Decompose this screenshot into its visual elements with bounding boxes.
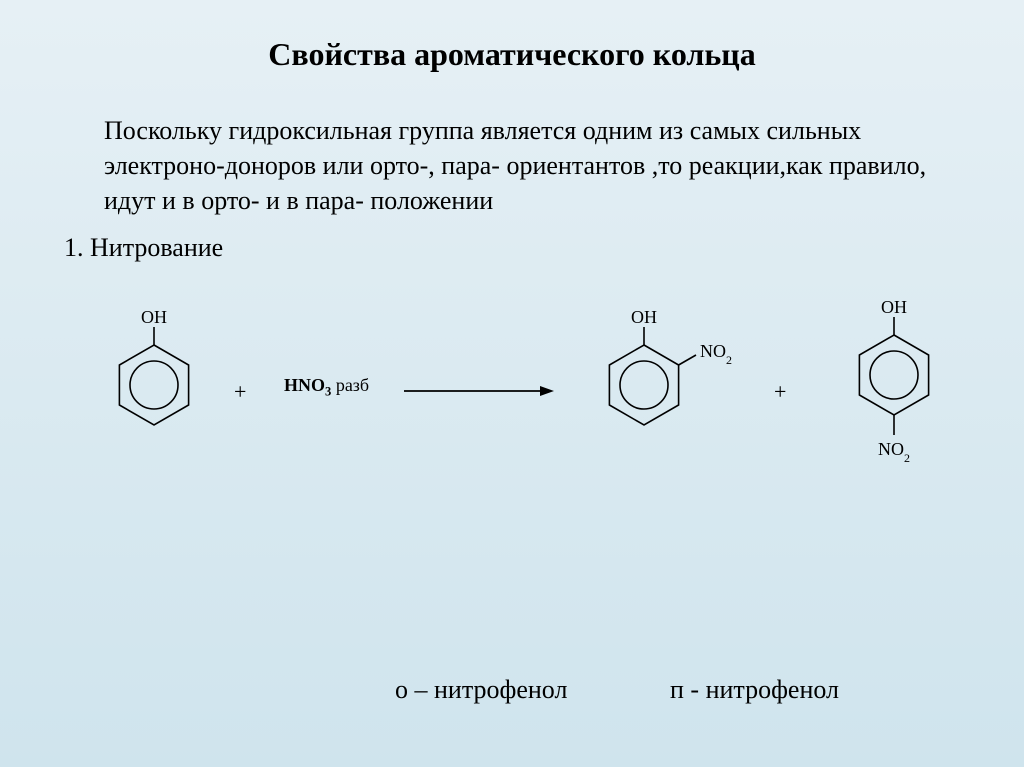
plus-sign-products: + (774, 377, 786, 407)
reaction-arrow (404, 381, 554, 401)
svg-text:OH: OH (881, 297, 907, 317)
slide-title: Свойства ароматического кольца (64, 36, 960, 73)
reaction-scheme: OH + HNO3 разб (64, 285, 960, 505)
product-label-para: п - нитрофенол (670, 675, 839, 705)
item-text: Нитрование (90, 233, 223, 262)
molecule-phenol: OH (94, 305, 214, 465)
svg-text:NO2: NO2 (700, 341, 732, 367)
svg-text:OH: OH (631, 307, 657, 327)
slide-body: Поскольку гидроксильная группа является … (64, 113, 960, 505)
oh-label: OH (141, 307, 167, 327)
svg-text:NO2: NO2 (878, 439, 910, 465)
plus-sign: + (234, 377, 246, 407)
molecule-o-nitrophenol: OH NO2 (574, 295, 744, 465)
item-number: 1. (64, 233, 84, 262)
molecule-p-nitrophenol: OH NO2 (824, 285, 964, 495)
reagent-label: HNO3 разб (284, 373, 369, 401)
slide: Свойства ароматического кольца Поскольку… (0, 0, 1024, 767)
list-item: 1. Нитрование (64, 230, 960, 265)
paragraph: Поскольку гидроксильная группа является … (64, 113, 960, 218)
product-label-ortho: о – нитрофенол (395, 675, 567, 705)
